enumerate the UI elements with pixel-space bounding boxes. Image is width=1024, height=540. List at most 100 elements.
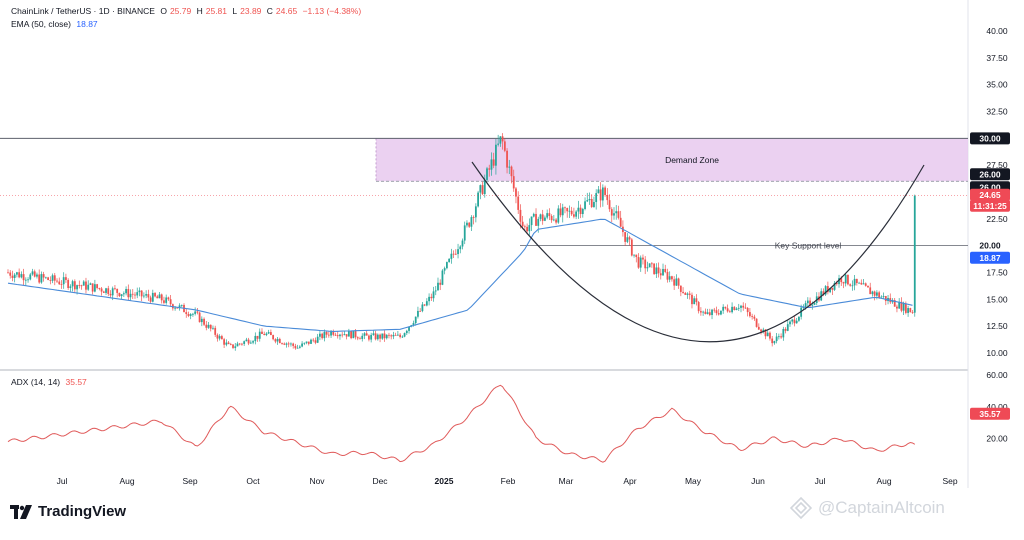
- candle: [298, 346, 301, 348]
- candle: [245, 339, 248, 342]
- candle: [762, 329, 765, 332]
- close-label: C: [266, 6, 273, 16]
- candle: [737, 307, 740, 309]
- time-tick-label: Sep: [942, 476, 957, 486]
- candle: [880, 296, 883, 298]
- candle: [702, 311, 705, 313]
- time-tick-label: Jul: [57, 476, 68, 486]
- price-tick-label: 15.00: [986, 294, 1008, 304]
- candle: [802, 307, 805, 309]
- candle: [486, 168, 488, 180]
- time-tick-label: Jun: [751, 476, 765, 486]
- candle: [715, 310, 718, 314]
- candle: [51, 275, 54, 281]
- candle: [276, 338, 279, 342]
- candle: [220, 336, 223, 340]
- time-tick-label: Aug: [119, 476, 134, 486]
- candle: [385, 334, 388, 339]
- time-tick-label: Apr: [623, 476, 636, 486]
- candle: [733, 306, 736, 310]
- candle: [125, 288, 127, 294]
- price-tick-label: 40.00: [986, 26, 1008, 36]
- candle: [559, 208, 562, 216]
- candle: [454, 253, 457, 255]
- candle: [352, 331, 355, 339]
- candle: [751, 316, 754, 317]
- candle: [595, 193, 598, 203]
- candle: [265, 333, 268, 336]
- candle: [396, 334, 399, 336]
- price-badge-bg: [970, 188, 1010, 201]
- candle: [704, 311, 707, 314]
- candle: [285, 343, 288, 345]
- candle: [73, 281, 76, 290]
- candle: [325, 332, 328, 335]
- low-label: L: [232, 6, 238, 16]
- candle: [586, 200, 589, 202]
- candle: [492, 159, 495, 166]
- candle: [91, 283, 94, 292]
- candle: [593, 202, 595, 207]
- symbol-legend: ChainLink / TetherUS · 1D · BINANCE O 25.…: [11, 6, 364, 16]
- price-badge: 30.00: [970, 132, 1010, 145]
- candle: [368, 335, 370, 340]
- candle: [437, 282, 439, 291]
- candle: [735, 308, 738, 310]
- candle: [515, 188, 517, 197]
- candle: [561, 207, 564, 216]
- candle: [272, 335, 275, 340]
- candle: [466, 222, 468, 226]
- candle: [911, 312, 914, 314]
- candle: [96, 284, 99, 289]
- captain-logo-icon: [790, 497, 812, 519]
- time-tick-label: Dec: [372, 476, 388, 486]
- candle: [604, 187, 606, 195]
- candle: [22, 274, 25, 281]
- price-badge-bg: [970, 199, 1010, 212]
- candle: [82, 281, 85, 286]
- candle: [390, 335, 393, 337]
- adx-value: 35.57: [65, 377, 87, 387]
- candle: [98, 288, 101, 289]
- candle: [127, 288, 130, 298]
- candle: [548, 213, 551, 217]
- candle: [858, 282, 860, 284]
- candle: [36, 274, 38, 277]
- candle: [847, 274, 849, 285]
- time-tick-label: Oct: [246, 476, 260, 486]
- candle: [517, 196, 520, 210]
- candle: [339, 334, 341, 337]
- low-value: 23.89: [240, 6, 262, 16]
- open-value: 25.79: [169, 6, 192, 16]
- candle: [461, 240, 464, 247]
- candle: [136, 292, 139, 296]
- candle: [381, 333, 384, 339]
- candle: [16, 272, 18, 275]
- time-tick-label: Mar: [559, 476, 574, 486]
- price-tick-label: 32.50: [986, 107, 1008, 117]
- candle: [203, 318, 205, 325]
- candle: [550, 216, 553, 221]
- candle: [169, 299, 172, 305]
- candle: [209, 324, 212, 329]
- candle: [581, 208, 584, 215]
- candle: [744, 307, 747, 309]
- candle: [831, 287, 834, 290]
- candle: [913, 195, 916, 313]
- candle: [474, 206, 477, 218]
- candle: [87, 284, 90, 290]
- candle: [855, 278, 858, 284]
- candle: [356, 337, 359, 339]
- candle: [383, 333, 386, 339]
- candle: [256, 335, 259, 339]
- candle: [835, 282, 838, 285]
- candle: [806, 300, 809, 304]
- adx-line: [7, 384, 916, 463]
- candle: [893, 300, 896, 307]
- candle: [644, 259, 647, 269]
- tradingview-brand[interactable]: TradingView: [10, 503, 126, 520]
- candle: [717, 313, 720, 315]
- candle: [628, 237, 631, 240]
